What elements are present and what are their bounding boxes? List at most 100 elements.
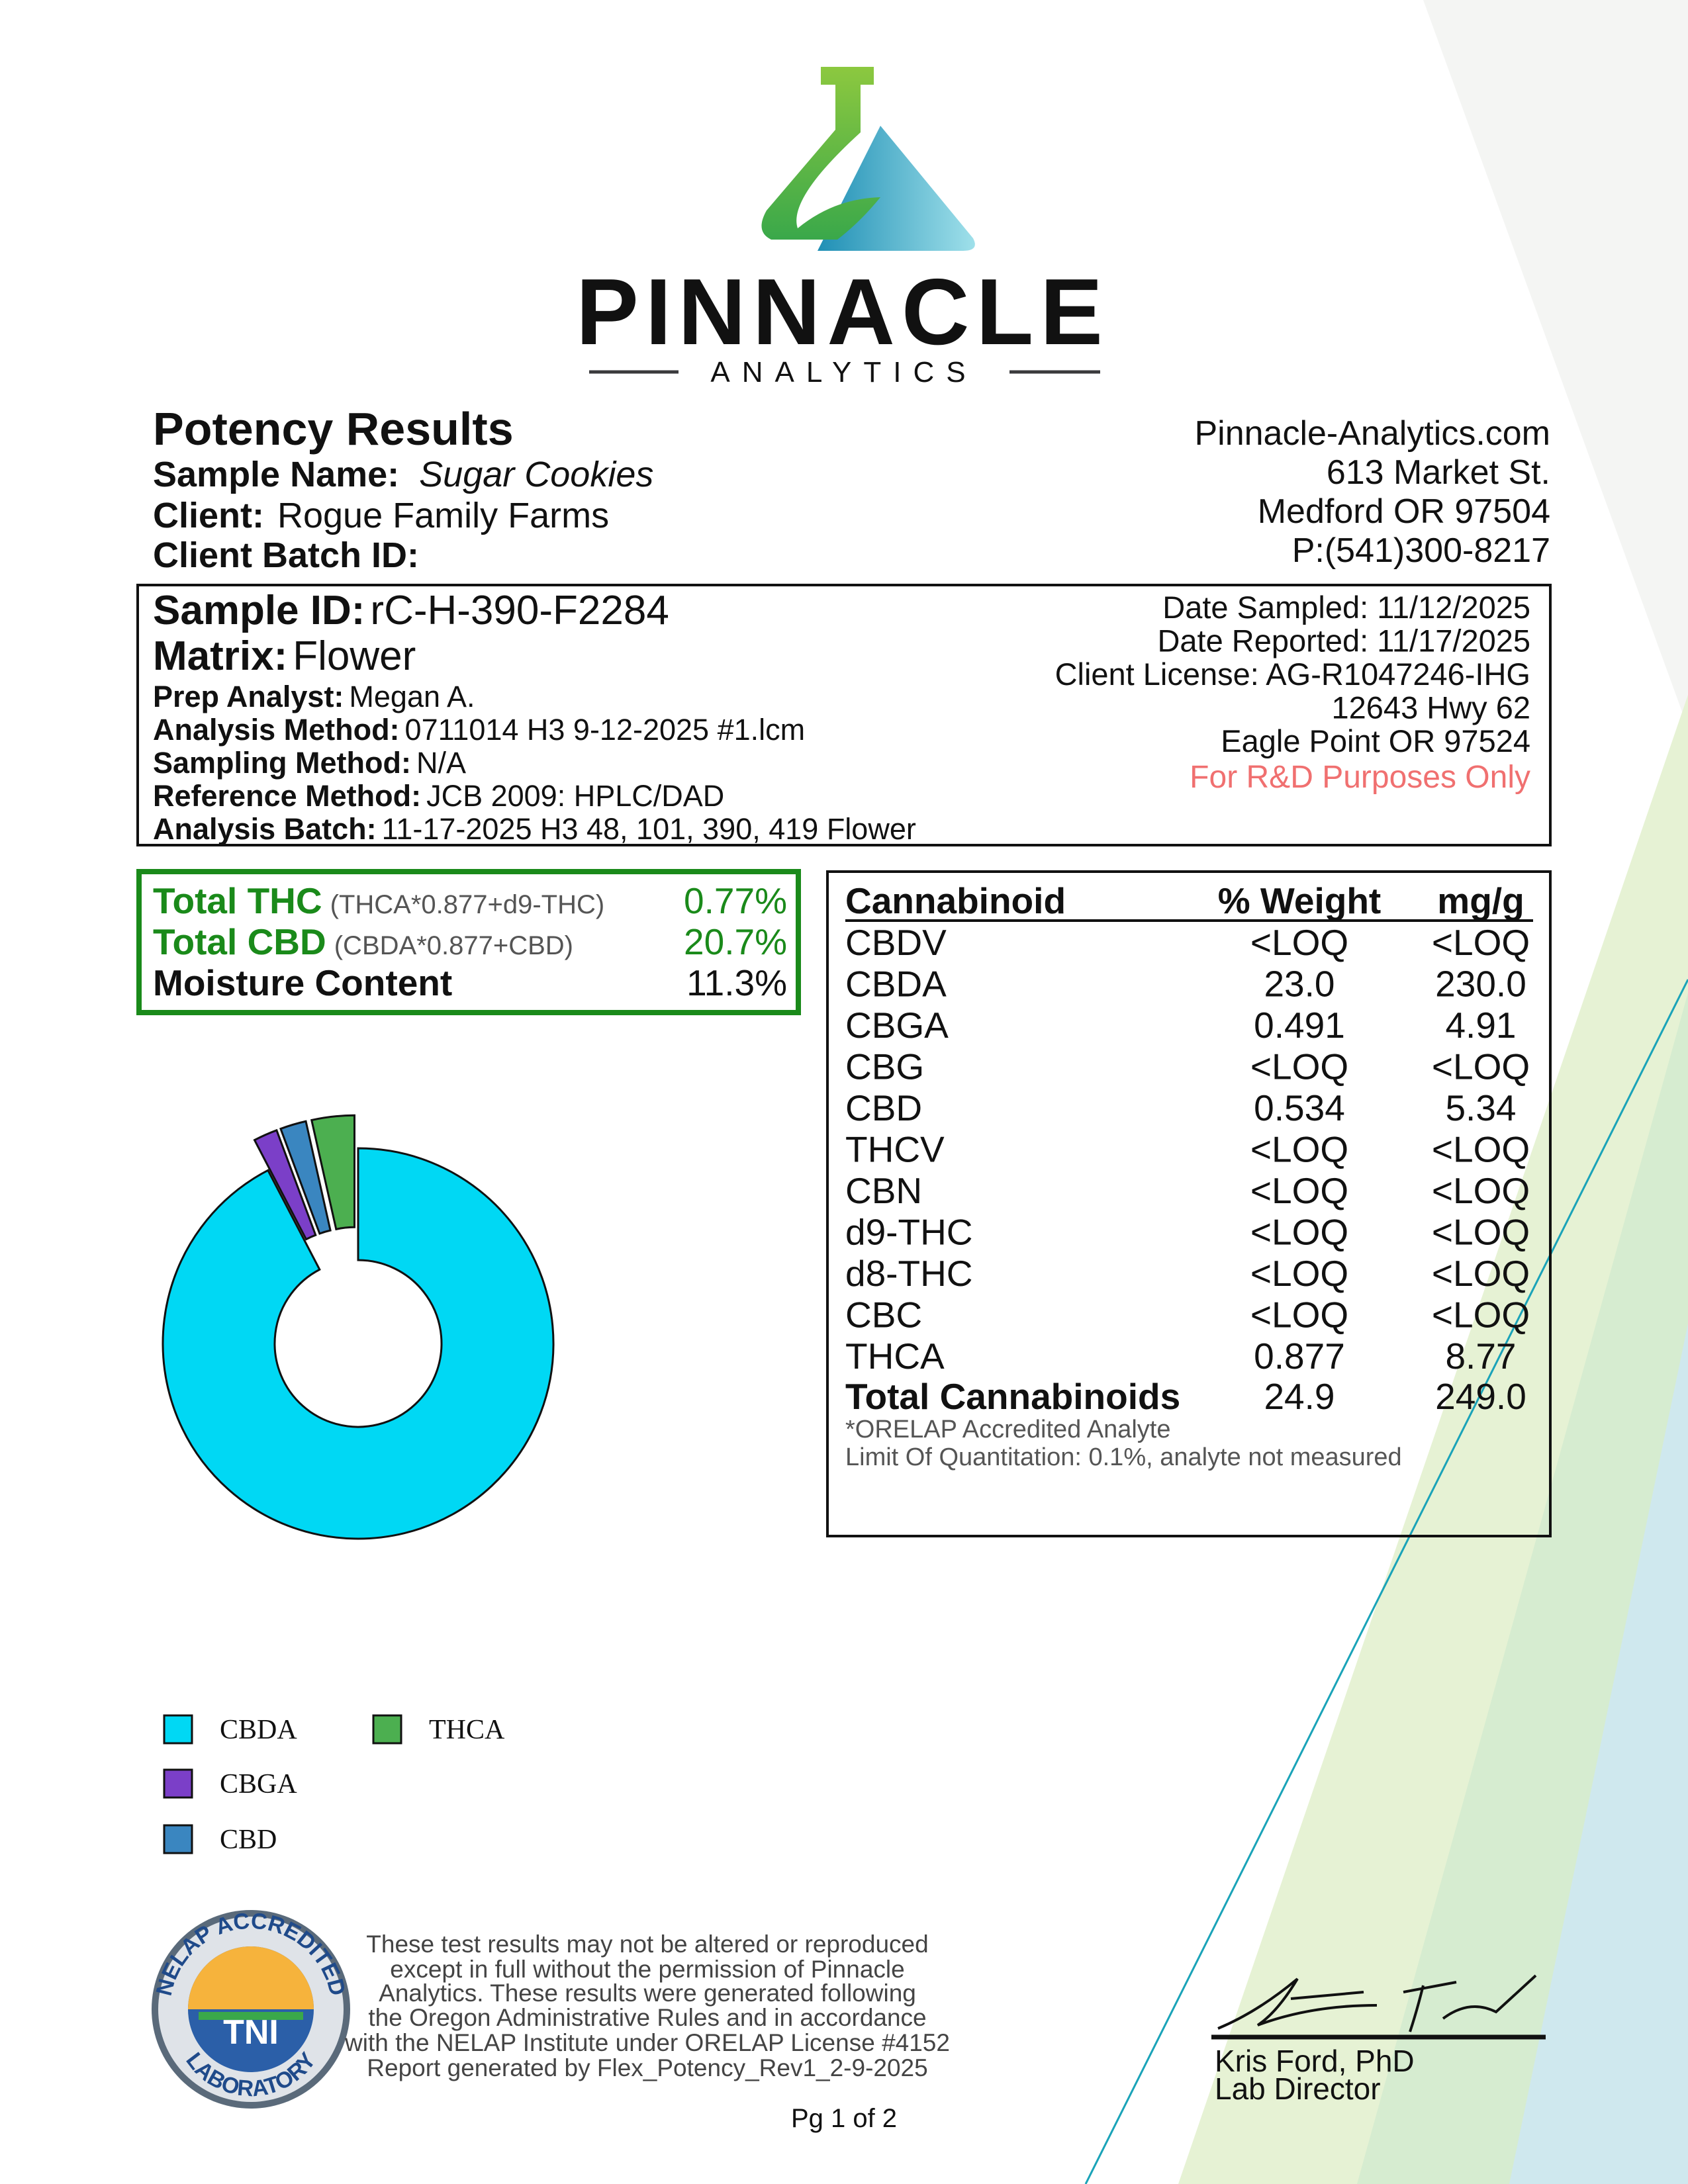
disclaimer: These test results may not be altered or… [344, 1931, 950, 2081]
table-note: Limit Of Quantitation: 0.1%, analyte not… [845, 1443, 1402, 1471]
table-cell: <LOQ [1250, 1129, 1348, 1170]
table-cell: CBDV [845, 922, 947, 963]
title: Potency Results [153, 403, 514, 455]
batch-label: Client Batch ID: [153, 535, 419, 575]
client: Client: Rogue Family Farms [153, 496, 609, 535]
sample-field: Reference Method: JCB 2009: HPLC/DAD [153, 779, 724, 813]
pie-slice [310, 1114, 355, 1231]
table-cell: d8-THC [845, 1253, 973, 1294]
field-value: 0711014 H3 9-12-2025 #1.lcm [405, 713, 806, 747]
table-cell: <LOQ [1432, 1129, 1530, 1170]
disclaimer-line: with the NELAP Institute under ORELAP Li… [344, 2029, 950, 2056]
sample-field: Analysis Method: 0711014 H3 9-12-2025 #1.… [153, 713, 805, 747]
table-cell: 8.77 [1445, 1336, 1516, 1377]
table-cell: <LOQ [1432, 1295, 1530, 1336]
total-label: Total CBD [153, 921, 326, 962]
disclaimer-line: These test results may not be altered or… [366, 1931, 928, 1958]
table-cell: 0.491 [1254, 1005, 1345, 1046]
table-cell: <LOQ [1432, 1046, 1530, 1087]
table-cell: 24.9 [1264, 1376, 1335, 1417]
table-cell: THCA [845, 1336, 945, 1377]
table-cell: <LOQ [1250, 1253, 1348, 1294]
field-label: Reference Method: [153, 779, 421, 813]
signer-name: Kris Ford, PhD [1215, 2044, 1415, 2078]
table-cell: CBDA [845, 964, 947, 1005]
table-header: Cannabinoid [845, 880, 1066, 921]
chart: CBDA CBGA CBD THCA [162, 1114, 555, 1855]
table-cell: 4.91 [1445, 1005, 1516, 1046]
pie-slice [279, 1120, 332, 1235]
signer-role: Lab Director [1215, 2071, 1381, 2106]
legend-label: CBD [220, 1825, 277, 1855]
field-label: Sample ID: [153, 588, 365, 633]
table-cell: <LOQ [1250, 1212, 1348, 1253]
table-cell: THCV [845, 1129, 945, 1170]
pie-slice [253, 1128, 317, 1241]
table-cell: 5.34 [1445, 1087, 1516, 1128]
label: Client: [153, 496, 264, 535]
value: Rogue Family Farms [277, 496, 609, 535]
table-cell: CBGA [845, 1005, 949, 1046]
totals: Total THC (THCA*0.877+d9-THC) 0.77% Total C… [153, 880, 787, 1003]
table-cell: CBD [845, 1087, 922, 1128]
legend-swatch [163, 1824, 193, 1854]
total-value: 11.3% [686, 962, 787, 1003]
legend-swatch [163, 1714, 193, 1745]
logo-name: PINNACLE [576, 259, 1109, 365]
table-cell: <LOQ [1432, 922, 1530, 963]
total-label: Moisture Content [153, 962, 452, 1003]
legend-label: CBGA [220, 1769, 297, 1799]
sample-info-line: 12643 Hwy 62 [1332, 690, 1530, 725]
table-cell: 0.534 [1254, 1087, 1345, 1128]
address-line: Pinnacle-Analytics.com [1194, 414, 1550, 453]
sample-info-line: Client License: AG-R1047246-IHG [1055, 657, 1530, 692]
field-label: Analysis Batch: [153, 812, 377, 846]
label: Sample Name: [153, 455, 399, 494]
total-formula: (THCA*0.877+d9-THC) [330, 890, 605, 919]
field-label: Analysis Method: [153, 713, 400, 747]
table-cell: CBC [845, 1295, 922, 1336]
address-line: 613 Market St. [1327, 453, 1550, 492]
disclaimer-line: except in full without the permission of… [390, 1956, 904, 1983]
sample-field: Matrix: Flower [153, 633, 416, 679]
address-line: P:(541)300-8217 [1292, 531, 1550, 570]
table-cell: CBN [845, 1170, 922, 1211]
table-cell: <LOQ [1250, 1046, 1348, 1087]
sample-field: Analysis Batch: 11-17-2025 H3 48, 101, 39… [153, 812, 916, 846]
total-row: Total CBD (CBDA*0.877+CBD) [153, 921, 573, 962]
sample-info-line: Eagle Point OR 97524 [1221, 723, 1530, 758]
table-cell: 23.0 [1264, 964, 1335, 1005]
value: Sugar Cookies [419, 455, 653, 494]
table-cell: 230.0 [1435, 964, 1526, 1005]
table-cell: 0.877 [1254, 1336, 1345, 1377]
table-cell: <LOQ [1250, 922, 1348, 963]
table-cell: <LOQ [1432, 1170, 1530, 1211]
sample-field: Sample ID: rC-H-390-F2284 [153, 588, 669, 633]
logo: PINNACLE ANALYTICS [576, 67, 1109, 388]
sample-field: Sampling Method: N/A [153, 746, 466, 780]
table-cell: CBG [845, 1046, 924, 1087]
table-note: *ORELAP Accredited Analyte [845, 1416, 1170, 1443]
sample-field: Prep Analyst: Megan A. [153, 680, 475, 713]
total-row: Total THC (THCA*0.877+d9-THC) [153, 880, 604, 921]
field-value: 11-17-2025 H3 48, 101, 390, 419 Flower [382, 812, 916, 846]
field-value: Megan A. [349, 680, 475, 713]
legend-label: THCA [429, 1715, 505, 1745]
field-label: Matrix: [153, 633, 287, 679]
field-value: rC-H-390-F2284 [370, 588, 669, 633]
table-cell: <LOQ [1432, 1212, 1530, 1253]
background [1084, 0, 1688, 2184]
table-box [826, 870, 1552, 1537]
disclaimer-line: the Oregon Administrative Rules and in a… [368, 2004, 926, 2031]
sample-box [136, 584, 1552, 846]
seal: NELAP ACCREDITED TNI LABORATORY [152, 1909, 350, 2109]
pie-slice [162, 1147, 555, 1540]
total-formula: (CBDA*0.877+CBD) [334, 931, 573, 960]
sample-name: Sample Name: Sugar Cookies [153, 455, 653, 494]
address-line: Medford OR 97504 [1258, 492, 1550, 531]
total-row: Moisture Content [153, 962, 452, 1003]
table-cell: d9-THC [845, 1212, 973, 1253]
